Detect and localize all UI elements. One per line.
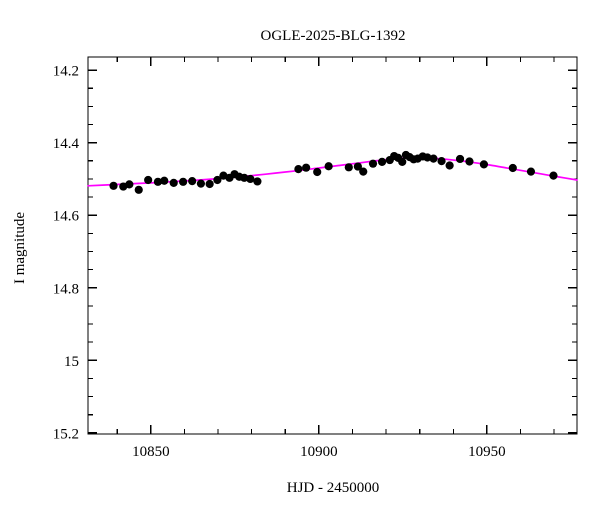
x-axis-label: HJD - 2450000 — [287, 480, 380, 496]
data-point — [423, 153, 432, 162]
data-point — [344, 163, 353, 172]
data-point — [455, 154, 465, 164]
data-point — [398, 157, 407, 166]
x-tick-label: 10950 — [468, 444, 506, 460]
x-tick-label: 10850 — [132, 444, 170, 460]
data-point — [549, 171, 558, 180]
data-point — [153, 177, 163, 186]
minor-tick-marks — [88, 57, 577, 434]
y-axis-tick-labels: 14.2 14.4 14.6 14.8 15 15.2 — [53, 64, 80, 443]
plot-frame — [87, 56, 578, 435]
x-tick-label: 10900 — [300, 444, 338, 460]
data-point — [253, 177, 262, 186]
data-point — [196, 179, 206, 188]
data-point — [125, 180, 134, 189]
data-point — [324, 162, 333, 171]
data-point — [213, 175, 222, 185]
y-tick-label: 14.8 — [53, 281, 79, 297]
data-point — [144, 175, 153, 185]
data-point — [479, 160, 489, 169]
data-point — [313, 167, 322, 177]
data-point — [302, 163, 311, 172]
y-tick-label: 15 — [64, 354, 79, 370]
data-point — [465, 157, 474, 166]
photometry-data-points — [109, 150, 558, 194]
data-point — [160, 176, 169, 185]
data-point — [188, 176, 197, 186]
data-point — [437, 157, 446, 166]
chart-title: OGLE-2025-BLG-1392 — [261, 28, 406, 44]
data-point — [359, 167, 368, 176]
data-point — [526, 167, 536, 176]
data-point — [179, 177, 188, 186]
data-point — [368, 159, 378, 168]
data-point — [169, 178, 178, 188]
data-point — [294, 165, 303, 174]
data-point — [109, 181, 118, 190]
data-point — [240, 173, 249, 182]
y-tick-label: 14.2 — [53, 64, 79, 80]
data-point — [134, 185, 143, 194]
x-axis-tick-labels: 10850 10900 10950 — [132, 444, 506, 460]
y-tick-label: 14.6 — [53, 209, 80, 225]
data-point — [377, 157, 387, 166]
data-point — [508, 163, 517, 173]
y-tick-label: 14.4 — [53, 136, 80, 152]
major-tick-marks — [88, 57, 577, 434]
data-point — [353, 162, 362, 171]
data-point — [429, 154, 438, 163]
y-axis-label: I magnitude — [12, 212, 28, 284]
data-point — [205, 179, 214, 189]
data-point — [246, 174, 255, 184]
y-tick-label: 15.2 — [53, 426, 79, 442]
data-point — [445, 161, 454, 170]
